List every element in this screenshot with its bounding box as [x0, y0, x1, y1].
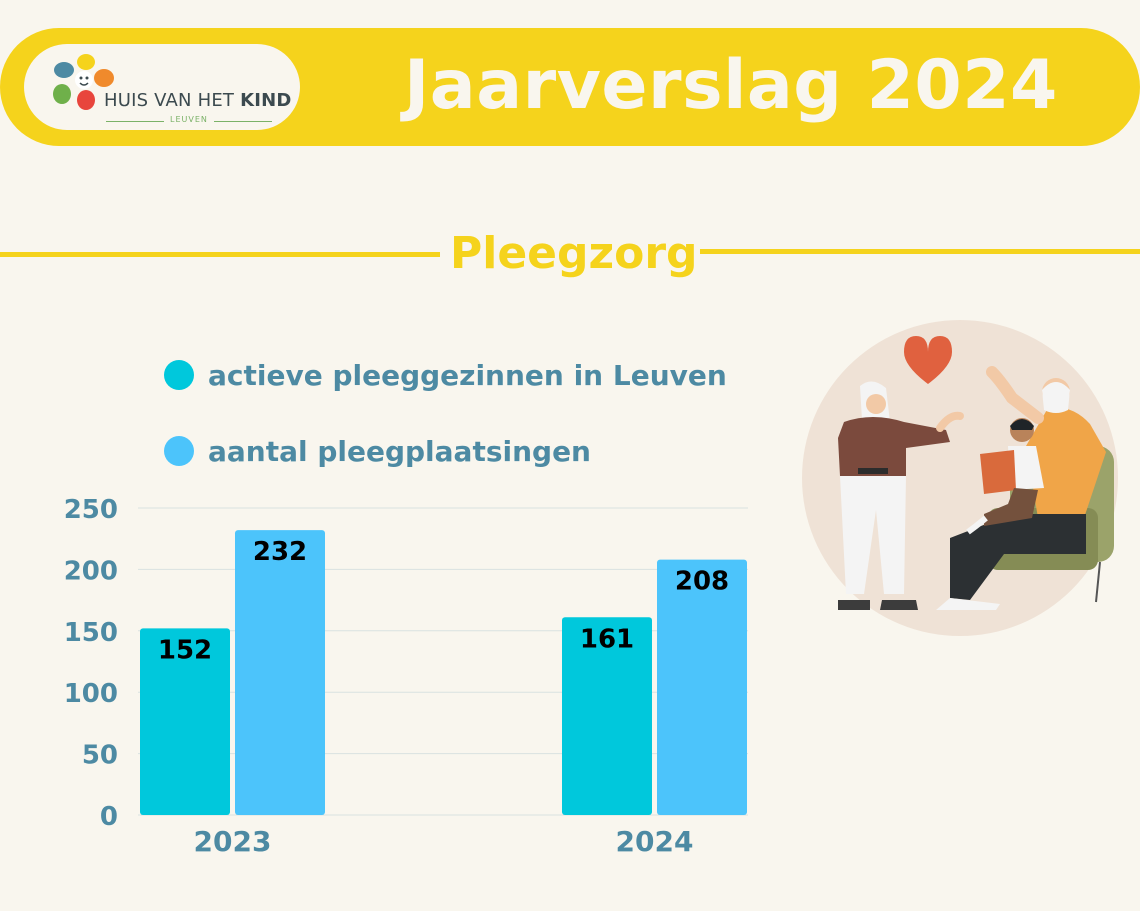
legend-item-series-2: aantal pleegplaatsingen [164, 434, 591, 468]
y-tick-label: 200 [64, 556, 118, 586]
logo-divider-right [214, 121, 272, 122]
flower-logo-icon [53, 54, 114, 110]
x-tick-label: 2024 [616, 825, 694, 858]
legend-swatch-series-1 [164, 360, 194, 390]
legend-item-series-1: actieve pleeggezinnen in Leuven [164, 358, 727, 392]
logo-city: LEUVEN [170, 115, 208, 124]
section-rule-left [0, 252, 440, 257]
y-tick-label: 100 [64, 679, 118, 709]
legend-label-series-1: actieve pleeggezinnen in Leuven [208, 358, 727, 392]
bar-2024-series-1 [562, 617, 652, 815]
bar-2023-series-1 [140, 628, 230, 815]
data-label: 232 [253, 537, 307, 567]
logo-wordmark: HUIS VAN HET KIND [104, 90, 292, 111]
x-tick-label: 2023 [194, 825, 272, 858]
y-tick-label: 50 [82, 741, 118, 771]
foster-family-illustration [802, 320, 1118, 636]
bar-2024-series-2 [657, 559, 747, 815]
legend-swatch-series-2 [164, 436, 194, 466]
y-tick-label: 0 [100, 802, 118, 832]
logo-badge [24, 44, 300, 130]
data-label: 161 [580, 624, 634, 654]
y-tick-label: 250 [64, 495, 118, 525]
legend-label-series-2: aantal pleegplaatsingen [208, 434, 591, 468]
data-label: 208 [675, 567, 729, 597]
logo-divider-left [106, 121, 164, 122]
bar-2023-series-2 [235, 530, 325, 815]
heart-icon [904, 336, 952, 384]
y-tick-label: 150 [64, 618, 118, 648]
section-title: Pleegzorg [450, 228, 698, 279]
bar-chart: 0 50 100 150 200 250 152 232 2023 161 208 2024 [64, 495, 748, 858]
page-title: Jaarverslag 2024 [404, 46, 1058, 125]
data-label: 152 [158, 635, 212, 665]
section-rule-right [700, 249, 1140, 254]
